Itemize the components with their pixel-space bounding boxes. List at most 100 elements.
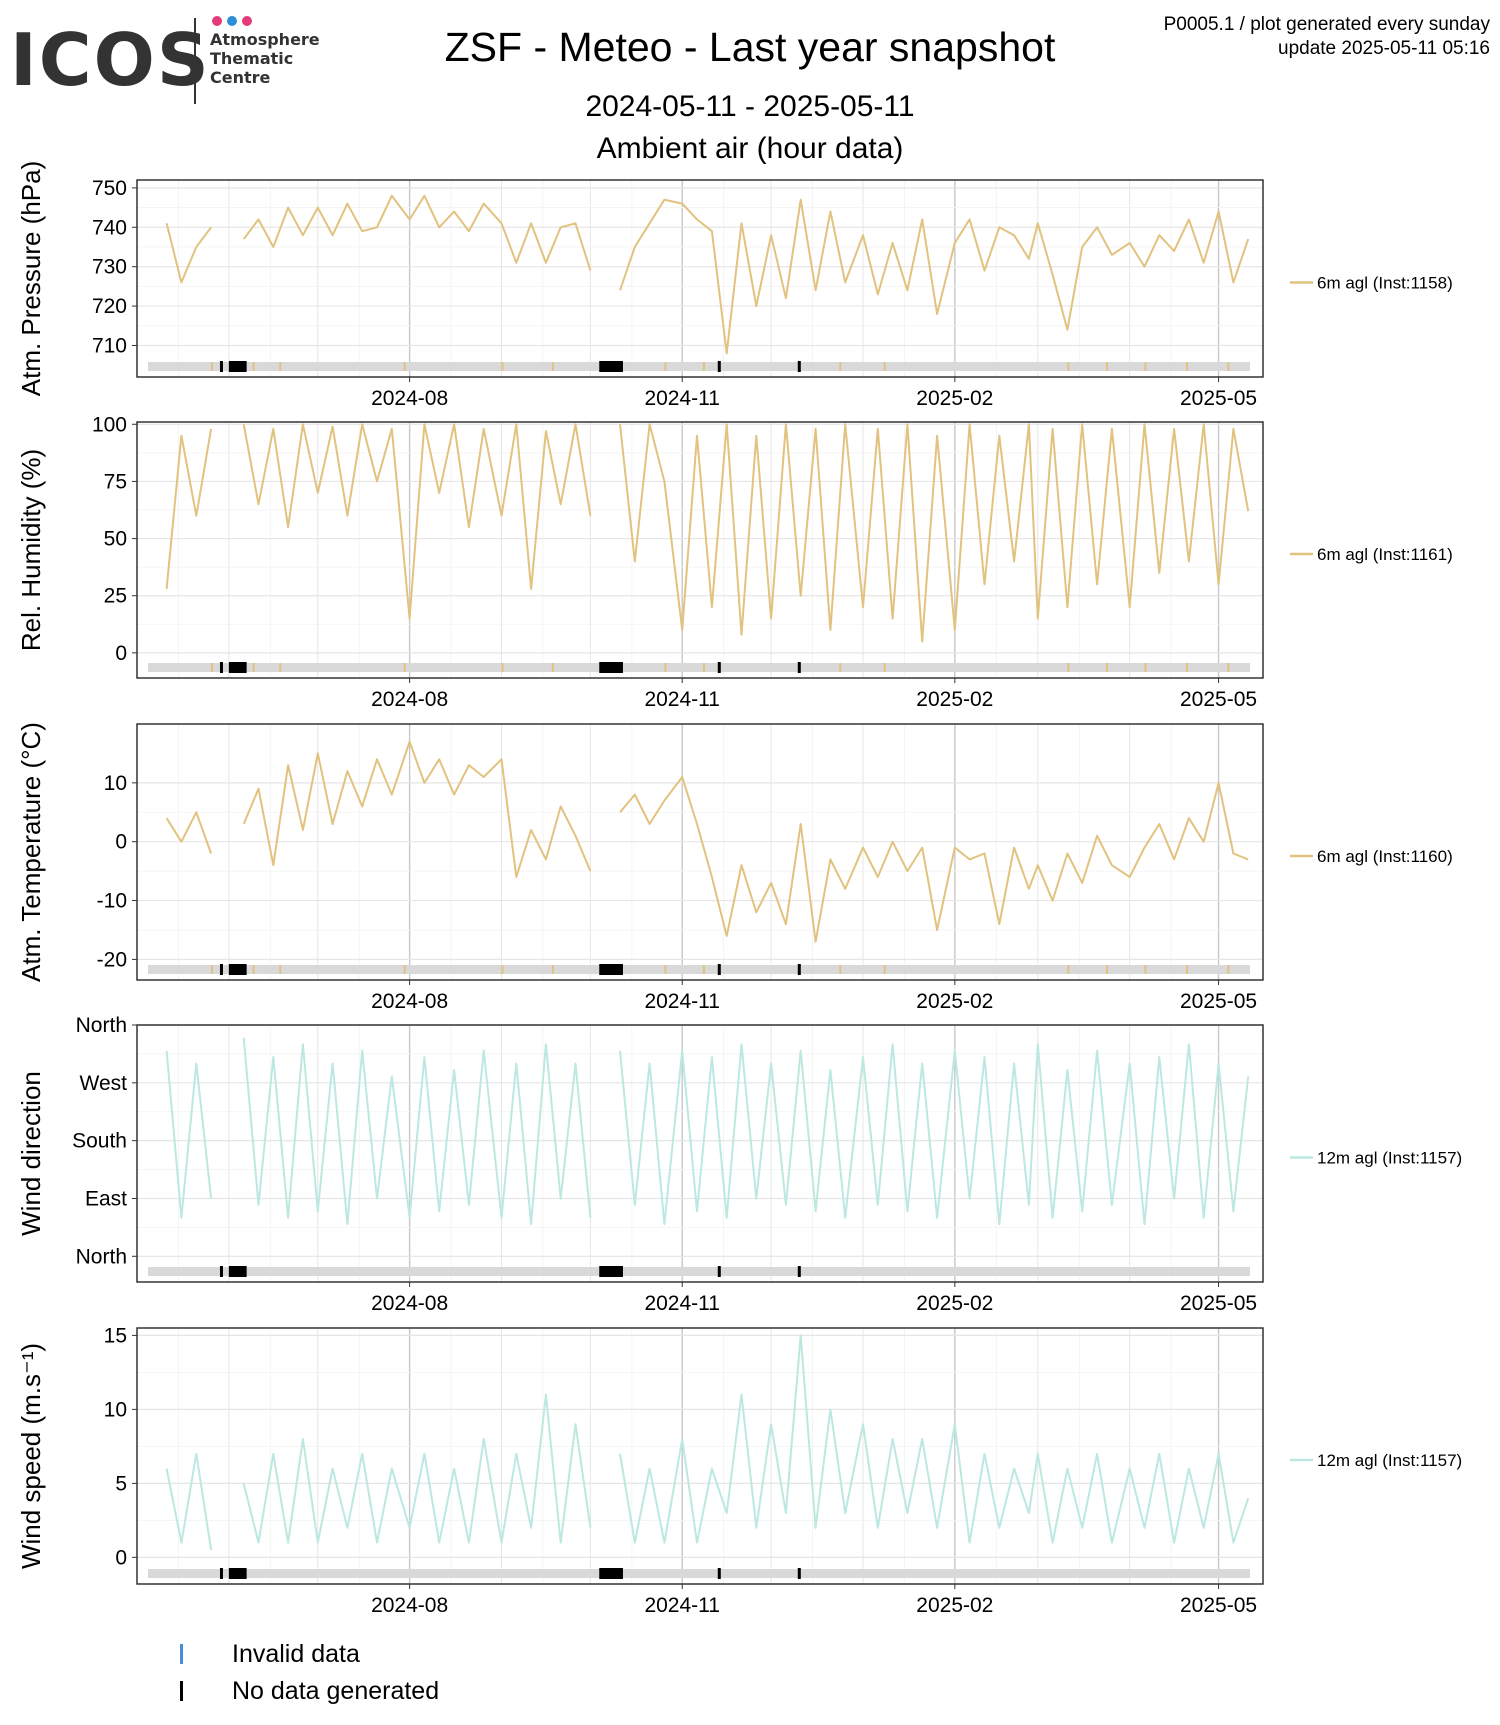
y-tick-label: 10 bbox=[104, 1398, 127, 1421]
x-tick-label: 2025-02 bbox=[916, 387, 993, 410]
y-tick-label: 0 bbox=[115, 831, 127, 854]
x-tick-label: 2024-08 bbox=[371, 688, 448, 711]
x-tick-label: 2024-08 bbox=[371, 1594, 448, 1617]
x-tick-label: 2024-11 bbox=[644, 990, 720, 1013]
y-axis-title: Wind speed (m.s⁻¹) bbox=[16, 1343, 46, 1569]
y-tick-label: 15 bbox=[104, 1324, 127, 1347]
y-tick-label: 50 bbox=[104, 528, 127, 551]
flag-tick bbox=[501, 663, 504, 672]
panel-frame bbox=[136, 179, 1264, 378]
x-tick-label: 2025-05 bbox=[1180, 1594, 1257, 1617]
flag-tick bbox=[1105, 965, 1108, 974]
icos-logo: ICOS Atmosphere Thematic Centre bbox=[10, 14, 340, 104]
flag-tick bbox=[1144, 362, 1147, 371]
no-data-segment bbox=[797, 1266, 801, 1277]
no-data-segment bbox=[717, 1266, 721, 1277]
flag-tick bbox=[279, 362, 282, 371]
no-data-segment bbox=[599, 1568, 623, 1579]
x-tick-label: 2024-08 bbox=[371, 387, 448, 410]
flag-tick bbox=[883, 362, 886, 371]
x-tick-label: 2025-05 bbox=[1180, 1292, 1257, 1315]
flag-tick bbox=[1067, 362, 1070, 371]
flag-tick bbox=[403, 663, 406, 672]
flag-tick bbox=[883, 965, 886, 974]
x-tick-label: 2024-11 bbox=[644, 1594, 720, 1617]
flag-tick bbox=[252, 965, 255, 974]
flag-tick bbox=[1105, 663, 1108, 672]
logo-dot-pink-2 bbox=[242, 16, 252, 26]
no-data-segment bbox=[599, 361, 623, 372]
no-data-segment bbox=[797, 662, 801, 673]
flag-tick bbox=[501, 965, 504, 974]
panel-frame bbox=[136, 723, 1264, 981]
flag-tick bbox=[1227, 965, 1230, 974]
panel-background bbox=[137, 180, 1263, 377]
flag-tick bbox=[211, 362, 214, 371]
x-tick-label: 2025-05 bbox=[1180, 990, 1257, 1013]
no-data-segment bbox=[219, 964, 223, 975]
no-data-segment bbox=[797, 1568, 801, 1579]
update-timestamp: update 2025-05-11 05:16 bbox=[1278, 38, 1490, 59]
invalid-data-swatch bbox=[180, 1644, 183, 1664]
logo-subtitle: Atmosphere Thematic Centre bbox=[210, 30, 320, 87]
flag-tick bbox=[1105, 362, 1108, 371]
flag-tick bbox=[664, 663, 667, 672]
y-tick-label: 750 bbox=[92, 177, 127, 200]
flag-tick bbox=[252, 362, 255, 371]
x-tick-label: 2024-11 bbox=[644, 387, 720, 410]
legend-label: 6m agl (Inst:1158) bbox=[1317, 274, 1453, 293]
y-tick-label: 25 bbox=[104, 585, 127, 608]
y-tick-label: 100 bbox=[92, 413, 127, 436]
no-data-segment bbox=[797, 964, 801, 975]
panel-frame bbox=[136, 1024, 1264, 1283]
x-tick-label: 2024-11 bbox=[644, 688, 720, 711]
y-tick-label: -10 bbox=[97, 890, 127, 913]
flag-tick bbox=[839, 362, 842, 371]
series-line bbox=[165, 1334, 1250, 1551]
flag-tick bbox=[1067, 663, 1070, 672]
flag-tick bbox=[1185, 663, 1188, 672]
invalid-data-label: Invalid data bbox=[232, 1640, 360, 1668]
flag-tick bbox=[279, 965, 282, 974]
x-tick-label: 2025-02 bbox=[916, 688, 993, 711]
panel-background bbox=[137, 1328, 1263, 1584]
flag-tick bbox=[702, 663, 705, 672]
no-data-segment bbox=[797, 361, 801, 372]
flag-tick bbox=[1227, 663, 1230, 672]
no-data-segment bbox=[219, 361, 223, 372]
x-tick-label: 2025-02 bbox=[916, 1292, 993, 1315]
y-tick-label: 0 bbox=[115, 1546, 127, 1569]
flag-tick bbox=[551, 965, 554, 974]
x-tick-label: 2025-02 bbox=[916, 1594, 993, 1617]
no-data-segment bbox=[228, 662, 247, 673]
x-tick-label: 2025-05 bbox=[1180, 387, 1257, 410]
y-tick-label: 0 bbox=[115, 642, 127, 665]
series-line bbox=[165, 194, 1250, 355]
no-data-segment bbox=[599, 1266, 623, 1277]
no-data-swatch bbox=[180, 1681, 183, 1701]
y-tick-label: North bbox=[76, 1245, 127, 1268]
y-axis-title: Rel. Humidity (%) bbox=[16, 449, 46, 651]
no-data-segment bbox=[717, 964, 721, 975]
y-tick-label: -20 bbox=[97, 948, 127, 971]
logo-line-2: Thematic bbox=[210, 49, 294, 68]
legend-label: 12m agl (Inst:1157) bbox=[1317, 1451, 1462, 1470]
panel-background bbox=[137, 1025, 1263, 1282]
y-tick-label: 710 bbox=[92, 334, 127, 357]
no-data-segment bbox=[228, 1266, 247, 1277]
x-tick-label: 2025-02 bbox=[916, 990, 993, 1013]
legend-label: 12m agl (Inst:1157) bbox=[1317, 1149, 1462, 1168]
status-bar bbox=[148, 1267, 1250, 1276]
y-tick-label: 720 bbox=[92, 295, 127, 318]
y-axis-title: Atm. Temperature (°C) bbox=[16, 722, 46, 982]
flag-tick bbox=[702, 965, 705, 974]
no-data-segment bbox=[228, 1568, 247, 1579]
no-data-segment bbox=[717, 361, 721, 372]
y-tick-label: East bbox=[85, 1187, 127, 1210]
no-data-segment bbox=[599, 964, 623, 975]
legend-label: 6m agl (Inst:1160) bbox=[1317, 847, 1453, 866]
flag-tick bbox=[883, 663, 886, 672]
flag-tick bbox=[1227, 362, 1230, 371]
page-subtitle: Ambient air (hour data) bbox=[596, 132, 904, 165]
